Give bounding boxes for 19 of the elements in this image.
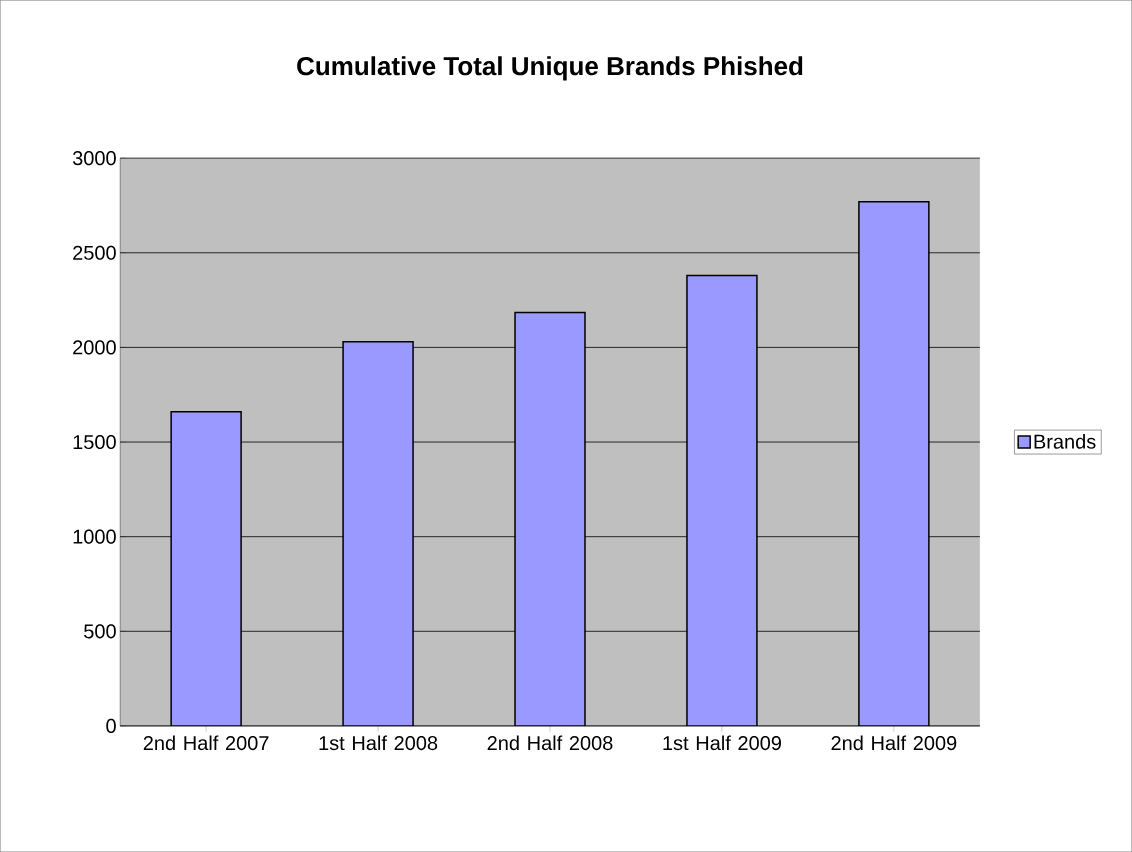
y-tick-label: 1000 xyxy=(73,529,116,544)
chart-title: Cumulative Total Unique Brands Phished xyxy=(297,56,803,81)
y-tick-label: 2500 xyxy=(73,245,116,260)
x-tick-label: 1st Half 2009 xyxy=(663,735,781,751)
x-tick-label: 1st Half 2008 xyxy=(319,735,438,751)
bar xyxy=(686,274,758,726)
bar xyxy=(342,340,414,726)
bar xyxy=(858,200,930,726)
y-tick-label: 500 xyxy=(84,624,116,639)
y-tick-label: 0 xyxy=(106,718,116,733)
x-tick-label: 2nd Half 2008 xyxy=(487,735,613,751)
y-tick-label: 3000 xyxy=(72,151,116,166)
bar xyxy=(514,311,586,726)
y-tick-label: 1500 xyxy=(73,434,116,450)
bar xyxy=(170,410,242,726)
x-tick-label: 2nd Half 2007 xyxy=(143,735,269,751)
legend-label: Brands xyxy=(1034,434,1096,449)
y-tick-label: 2000 xyxy=(73,340,116,355)
x-tick-label: 2nd Half 2009 xyxy=(831,735,957,751)
